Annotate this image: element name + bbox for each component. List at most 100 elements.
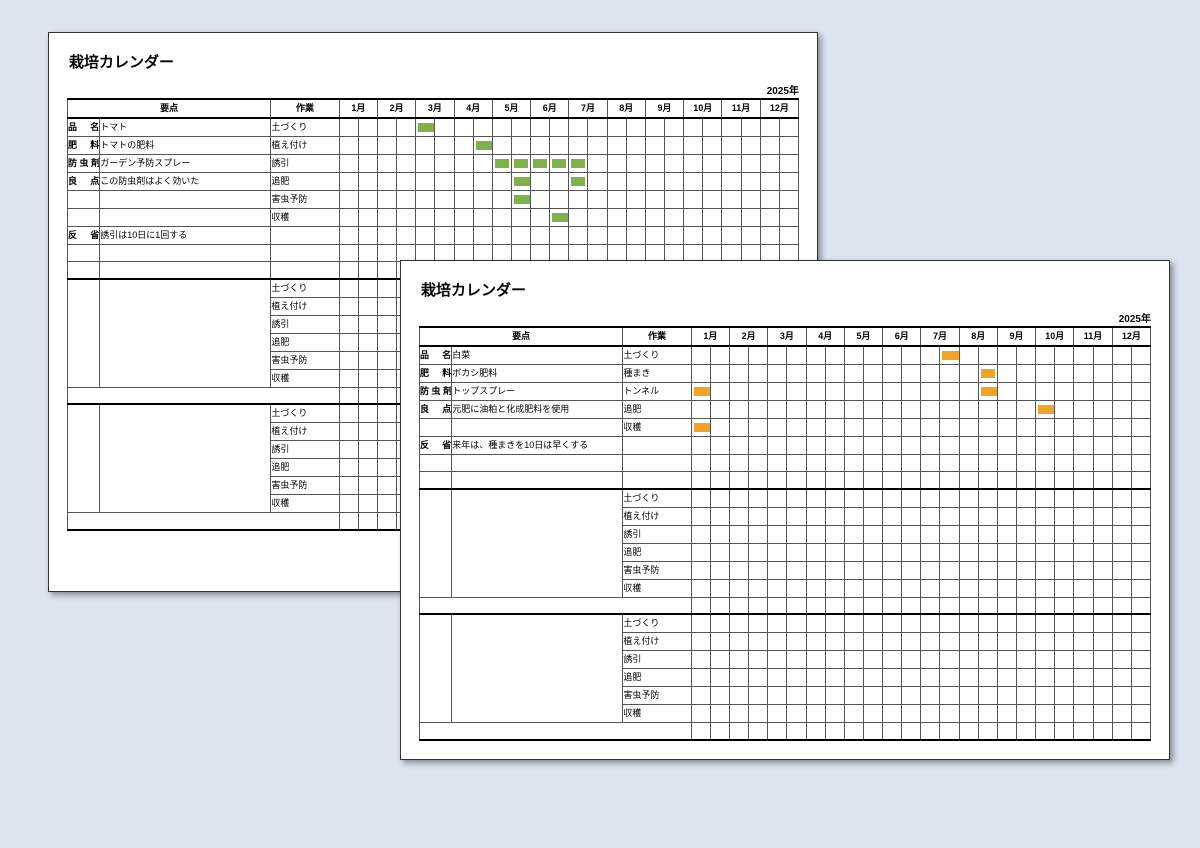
grid-cell bbox=[1017, 669, 1036, 687]
grid-cell bbox=[378, 155, 397, 173]
grid-cell bbox=[454, 137, 473, 155]
grid-cell bbox=[997, 346, 1016, 365]
grid-cell bbox=[863, 687, 882, 705]
grid-cell bbox=[1074, 614, 1093, 633]
gantt-bar bbox=[514, 159, 528, 168]
grid-cell bbox=[844, 543, 863, 561]
row-label bbox=[68, 404, 100, 513]
grid-cell bbox=[844, 669, 863, 687]
task-label: 土づくり bbox=[271, 279, 339, 298]
task-label: 種まき bbox=[623, 365, 691, 383]
grid-cell bbox=[844, 489, 863, 508]
grid-cell bbox=[978, 723, 997, 740]
grid-cell bbox=[730, 669, 749, 687]
grid-cell bbox=[825, 669, 844, 687]
grid-cell bbox=[997, 579, 1016, 597]
grid-cell bbox=[397, 155, 416, 173]
grid-cell bbox=[883, 633, 902, 651]
grid-cell bbox=[806, 383, 825, 401]
grid-cell bbox=[863, 579, 882, 597]
grid-cell bbox=[1131, 383, 1150, 401]
grid-cell bbox=[749, 651, 768, 669]
grid-cell bbox=[691, 525, 710, 543]
grid-cell bbox=[844, 383, 863, 401]
grid-cell bbox=[665, 155, 684, 173]
grid-cell bbox=[722, 173, 741, 191]
grid-cell bbox=[902, 437, 921, 455]
grid-cell bbox=[1017, 489, 1036, 508]
grid-cell bbox=[787, 705, 806, 723]
grid-cell bbox=[511, 118, 530, 137]
grid-cell bbox=[492, 191, 511, 209]
grid-cell bbox=[806, 437, 825, 455]
grid-cell bbox=[787, 561, 806, 579]
grid-cell bbox=[844, 455, 863, 472]
gantt-bar bbox=[942, 351, 959, 360]
gantt-bar bbox=[1038, 405, 1055, 414]
grid-cell bbox=[665, 191, 684, 209]
grid-cell bbox=[1036, 561, 1055, 579]
grid-cell bbox=[1093, 687, 1112, 705]
grid-cell bbox=[1055, 561, 1074, 579]
row-label: 肥 料 bbox=[68, 137, 100, 155]
header-month: 8月 bbox=[607, 99, 645, 118]
grid-cell bbox=[691, 723, 710, 740]
grid-cell bbox=[940, 543, 959, 561]
grid-cell bbox=[1055, 705, 1074, 723]
grid-cell bbox=[691, 705, 710, 723]
grid-cell bbox=[779, 227, 798, 245]
grid-cell bbox=[921, 383, 940, 401]
grid-cell bbox=[806, 633, 825, 651]
task-label: 追肥 bbox=[271, 173, 339, 191]
grid-cell bbox=[511, 155, 530, 173]
grid-cell bbox=[921, 365, 940, 383]
grid-cell bbox=[588, 191, 607, 209]
grid-cell bbox=[997, 614, 1016, 633]
grid-cell bbox=[940, 597, 959, 614]
row-value: 白菜 bbox=[452, 346, 623, 365]
grid-cell bbox=[473, 155, 492, 173]
grid-cell bbox=[959, 687, 978, 705]
grid-cell bbox=[883, 651, 902, 669]
grid-cell bbox=[997, 687, 1016, 705]
grid-cell bbox=[1017, 633, 1036, 651]
grid-cell bbox=[569, 173, 588, 191]
grid-cell bbox=[787, 507, 806, 525]
grid-cell bbox=[531, 155, 550, 173]
grid-cell bbox=[787, 651, 806, 669]
grid-cell bbox=[511, 227, 530, 245]
grid-cell bbox=[710, 597, 729, 614]
grid-cell bbox=[787, 419, 806, 437]
row-value bbox=[452, 614, 623, 723]
grid-cell bbox=[511, 173, 530, 191]
grid-cell bbox=[959, 651, 978, 669]
grid-cell bbox=[358, 209, 377, 227]
grid-cell bbox=[684, 173, 703, 191]
grid-cell bbox=[902, 507, 921, 525]
grid-cell bbox=[730, 525, 749, 543]
grid-cell bbox=[378, 227, 397, 245]
grid-cell bbox=[378, 173, 397, 191]
grid-cell bbox=[1017, 455, 1036, 472]
grid-cell bbox=[749, 419, 768, 437]
grid-cell bbox=[1036, 419, 1055, 437]
sheet-title: 栽培カレンダー bbox=[69, 51, 799, 72]
grid-cell bbox=[435, 191, 454, 209]
grid-cell bbox=[378, 209, 397, 227]
grid-cell bbox=[1036, 579, 1055, 597]
grid-cell bbox=[703, 191, 722, 209]
grid-cell bbox=[492, 245, 511, 262]
grid-cell bbox=[358, 227, 377, 245]
grid-cell bbox=[588, 227, 607, 245]
grid-cell bbox=[665, 227, 684, 245]
grid-cell bbox=[1112, 507, 1131, 525]
grid-cell bbox=[825, 705, 844, 723]
grid-cell bbox=[710, 723, 729, 740]
grid-cell bbox=[703, 155, 722, 173]
grid-cell bbox=[787, 614, 806, 633]
grid-cell bbox=[806, 687, 825, 705]
grid-cell bbox=[787, 346, 806, 365]
grid-cell bbox=[358, 315, 377, 333]
grid-cell bbox=[550, 118, 569, 137]
grid-cell bbox=[703, 173, 722, 191]
